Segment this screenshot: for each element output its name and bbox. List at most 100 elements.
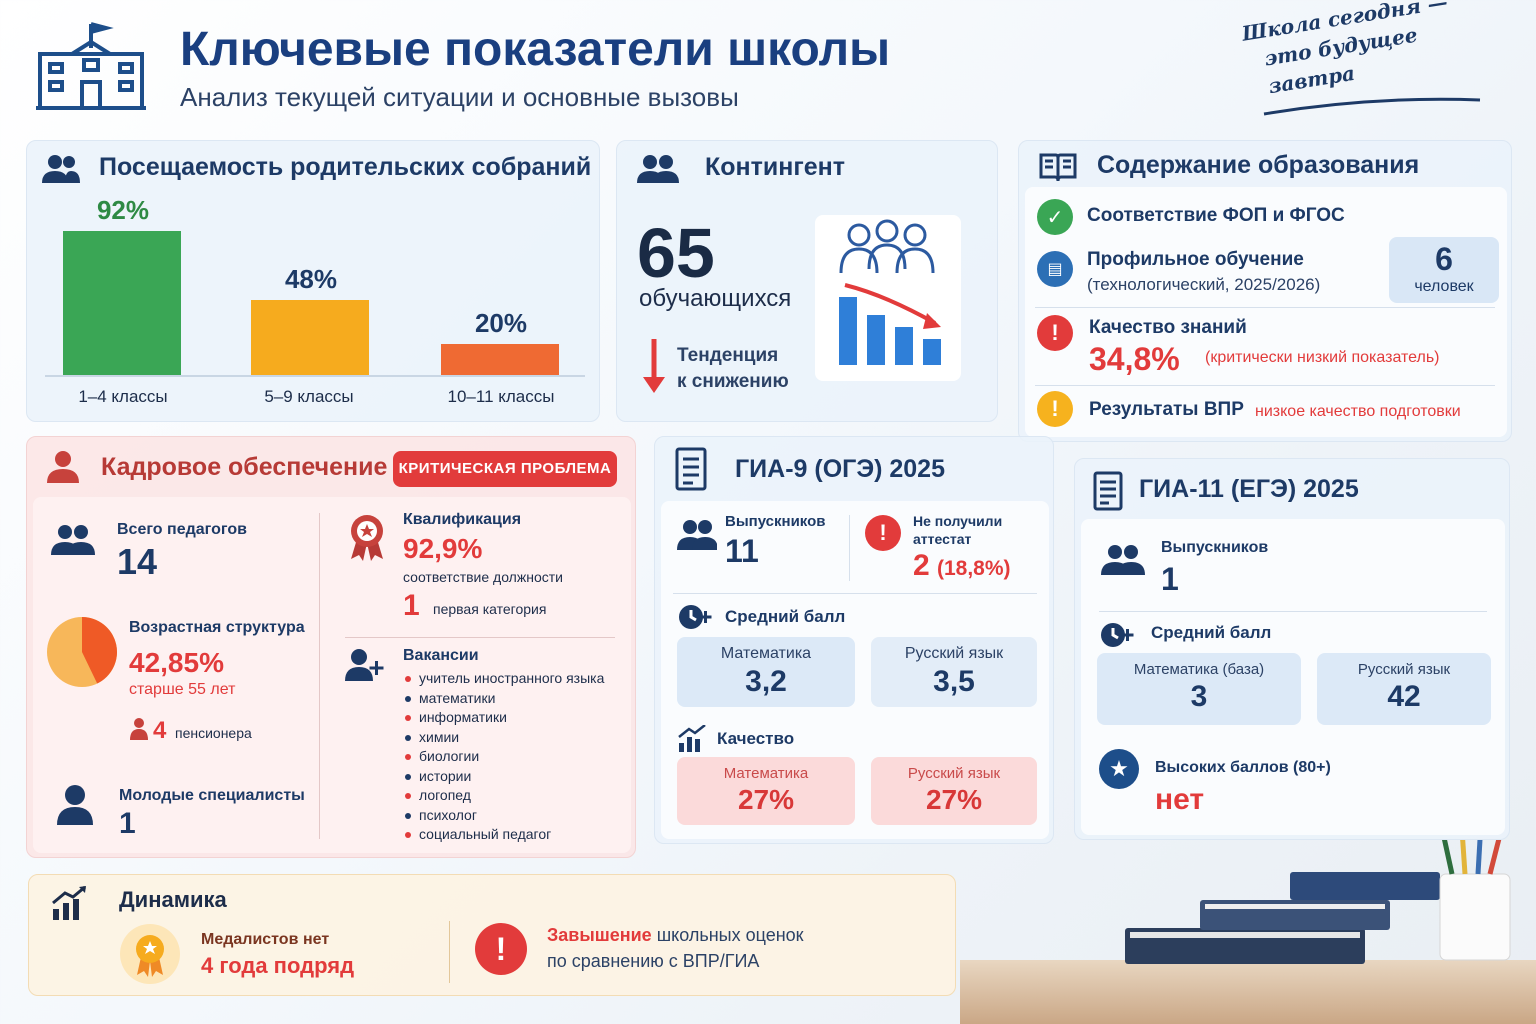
check-icon: ✓ <box>1037 199 1073 235</box>
age-structure-value: 42,85% <box>129 647 224 678</box>
critical-problem-badge: КРИТИЧЕСКАЯ ПРОБЛЕМА <box>393 451 617 487</box>
chart-baseline <box>45 375 585 377</box>
gia9-avg-title: Средний балл <box>725 607 846 626</box>
education-title: Содержание образования <box>1097 151 1420 179</box>
gia11-graduates-label: Выпускников <box>1161 539 1269 556</box>
qualification-note: соответствие должности <box>403 569 563 585</box>
alert-icon: ! <box>475 923 527 975</box>
bullet-icon <box>405 754 411 761</box>
divider <box>1035 385 1495 386</box>
attendance-card: Посещаемость родительских собраний 92% 4… <box>26 140 600 422</box>
bullet-icon <box>405 832 411 839</box>
bar-label-grades-1-4: 1–4 классы <box>78 387 168 406</box>
bar-value-grades-1-4: 92% <box>96 195 150 225</box>
knowledge-quality-value: 34,8% <box>1089 341 1180 377</box>
students-count-label: обучающихся <box>639 285 792 312</box>
gia9-rus-quality-value: 27% <box>925 784 983 815</box>
education-card: Содержание образования ✓ Соответствие ФО… <box>1018 140 1512 442</box>
gia9-math-quality-value: 27% <box>737 784 795 815</box>
gia9-rus-avg-value: 3,5 <box>933 665 975 698</box>
vacancy-item: химии <box>405 728 625 748</box>
alert-icon: ! <box>1037 315 1073 351</box>
vacancy-label: логопед <box>419 787 471 803</box>
gia11-rus-avg-value: 42 <box>1387 680 1421 713</box>
profile-count-unit: человек <box>1414 278 1474 295</box>
staff-content-panel <box>33 497 631 853</box>
bullet-icon <box>405 773 411 780</box>
first-category-label: первая категория <box>433 601 547 617</box>
education-content-panel <box>1025 187 1507 437</box>
pensioners-count: 4 <box>153 717 167 744</box>
profile-count: 6 <box>1435 241 1453 277</box>
bar-grades-10-11 <box>441 344 559 375</box>
pie-slice-over-55 <box>82 617 118 684</box>
qualification-value: 92,9% <box>403 533 483 564</box>
vacancies-title: Вакансии <box>403 647 479 664</box>
medalists-value: нет <box>303 931 330 948</box>
grade-inflation-bold: Завышение <box>547 925 652 945</box>
document-icon <box>675 447 707 491</box>
attendance-chart: 92% 48% 20% 1–4 классы 5–9 классы 10–11 … <box>27 191 601 423</box>
pensioners-label: пенсионера <box>175 725 252 741</box>
gia9-rus-quality-label: Русский язык <box>907 765 1001 782</box>
trend-line-2: к снижению <box>677 371 789 392</box>
bullet-icon <box>405 793 411 800</box>
no-certificate-label-2: аттестат <box>913 531 972 547</box>
vacancy-label: информатики <box>419 709 507 725</box>
fop-compliance: Соответствие ФОП и ФГОС <box>1087 205 1345 226</box>
gia9-graduates-value: 11 <box>725 533 759 569</box>
vertical-divider <box>319 513 320 839</box>
vacancy-label: истории <box>419 767 472 784</box>
gia9-math-avg: Математика 3,2 <box>677 637 855 707</box>
profile-education-icon: ▤ <box>1037 251 1073 287</box>
vacancy-item: социальный педагог <box>405 825 625 845</box>
growth-chart-icon <box>51 885 89 921</box>
gia11-rus-avg: Русский язык 42 <box>1317 653 1491 725</box>
qualification-medal-icon <box>345 513 389 561</box>
book-icon <box>1039 151 1077 183</box>
bar-label-grades-10-11: 10–11 классы <box>447 387 555 406</box>
no-certificate-count: 2 <box>913 549 930 582</box>
divider <box>673 593 1037 594</box>
star-icon: ★ <box>1099 749 1139 789</box>
vacancy-item: логопед <box>405 786 625 806</box>
gia11-math-avg-label: Математика (база) <box>1133 661 1265 678</box>
vacancy-label: химии <box>419 728 460 745</box>
grade-inflation-rest: школьных оценок <box>656 925 804 945</box>
bullet-icon <box>405 812 411 819</box>
document-icon <box>1093 471 1123 511</box>
alert-icon: ! <box>865 515 901 551</box>
bar-value-grades-10-11: 20% <box>474 308 528 338</box>
gia11-card: ГИА-11 (ЕГЭ) 2025 Выпускников 1 Средний … <box>1074 458 1510 840</box>
qualification-title: Квалификация <box>403 511 522 528</box>
gia9-math-quality: Математика 27% <box>677 757 855 825</box>
teachers-icon <box>51 523 95 557</box>
gia11-title: ГИА-11 (ЕГЭ) 2025 <box>1139 475 1359 503</box>
clock-plus-icon <box>677 601 713 633</box>
vacancy-item: математики <box>405 689 625 709</box>
down-arrow-icon <box>641 337 667 395</box>
vacancy-item: психолог <box>405 806 625 826</box>
page-title: Ключевые показатели школы <box>180 23 891 76</box>
warning-icon: ! <box>1037 391 1073 427</box>
contingent-card: Контингент 65 обучающихся Тенденция к сн… <box>616 140 998 422</box>
add-user-icon <box>345 647 385 683</box>
gia9-title: ГИА-9 (ОГЭ) 2025 <box>735 455 945 483</box>
gia9-rus-quality: Русский язык 27% <box>871 757 1037 825</box>
bullet-icon <box>405 676 411 683</box>
divider <box>1099 611 1487 612</box>
gia9-quality-title: Качество <box>717 729 795 748</box>
staff-card: Кадровое обеспечение КРИТИЧЕСКАЯ ПРОБЛЕМ… <box>26 436 636 858</box>
gia9-math-avg-value: 3,2 <box>745 665 787 698</box>
graduates-icon <box>1101 543 1145 577</box>
vacancy-label: психолог <box>419 806 477 823</box>
young-specialist-icon <box>55 783 95 827</box>
vertical-divider <box>449 921 450 983</box>
bullet-icon <box>405 715 411 722</box>
no-certificate-label-1: Не получили <box>913 513 1003 529</box>
pensioner-icon <box>129 717 149 741</box>
high-scores-value: нет <box>1155 783 1205 816</box>
vpr-note: низкое качество подготовки <box>1255 403 1461 420</box>
gia11-math-avg-value: 3 <box>1190 680 1208 713</box>
gia9-graduates-label: Выпускников <box>725 513 826 530</box>
